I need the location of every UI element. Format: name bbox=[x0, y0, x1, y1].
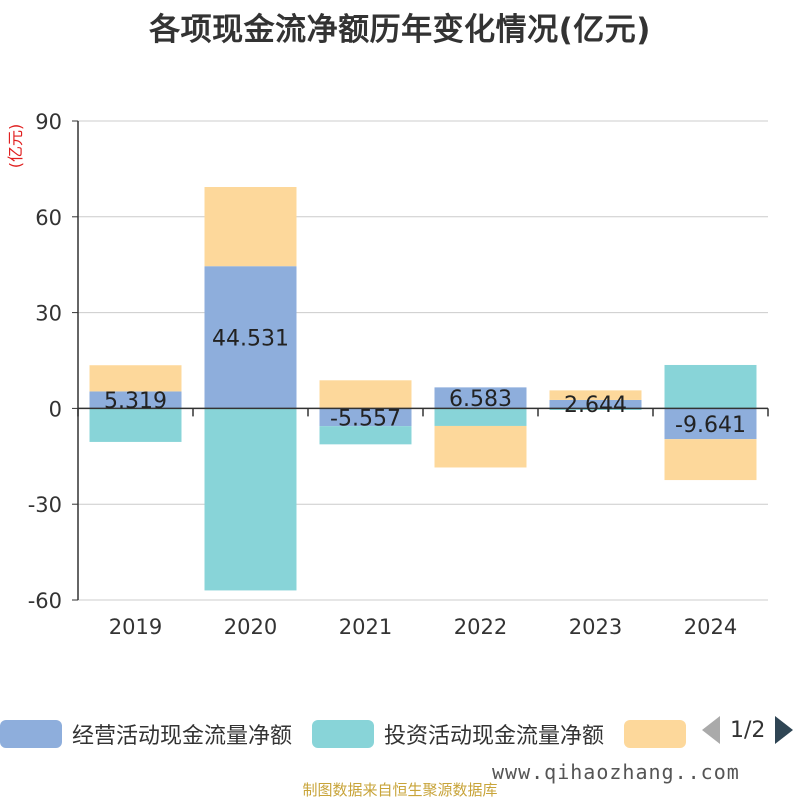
bar-2024-series-0 bbox=[664, 408, 757, 440]
chart-plot: 90 60 30 0 -30 -60 (亿元) 2019 2020 2021 2022 2023 202… bbox=[6, 110, 769, 639]
data-label-2020: 44.531 bbox=[212, 326, 289, 351]
legend: 经营活动现金流量净额 投资活动现金流量净额 bbox=[0, 714, 716, 754]
bar-2022-series-2 bbox=[434, 425, 527, 468]
data-source: 制图数据来自恒生聚源数据库 bbox=[302, 781, 498, 799]
x-tick-label: 2020 bbox=[224, 615, 277, 639]
bar-2023-series-1 bbox=[549, 408, 642, 410]
x-tick-label: 2023 bbox=[569, 615, 622, 639]
data-label-2024: -9.641 bbox=[675, 413, 746, 438]
y-tick-label: 90 bbox=[35, 110, 62, 134]
bar-2019-series-0 bbox=[89, 391, 182, 409]
data-label-2021: -5.557 bbox=[330, 406, 401, 431]
bar-2019-series-2 bbox=[89, 365, 182, 392]
data-label-2023: 2.644 bbox=[564, 393, 627, 418]
bar-2020-series-0 bbox=[204, 266, 297, 409]
grid-lines bbox=[78, 120, 768, 601]
data-label-2022: 6.583 bbox=[449, 387, 512, 412]
bars bbox=[89, 187, 757, 591]
legend-swatch-operating bbox=[0, 720, 62, 748]
bar-2022-series-1 bbox=[434, 408, 527, 426]
axes: 90 60 30 0 -30 -60 (亿元) 2019 2020 2021 2022 2023 202… bbox=[6, 110, 769, 639]
bar-2020-series-2 bbox=[204, 187, 297, 267]
bar-2023-series-0 bbox=[549, 399, 642, 409]
x-tick-label: 2021 bbox=[339, 615, 392, 639]
bar-2021-series-2 bbox=[319, 380, 412, 409]
y-tick-label: -60 bbox=[28, 589, 62, 613]
legend-label-investing: 投资活动现金流量净额 bbox=[384, 724, 605, 749]
data-label-2019: 5.319 bbox=[104, 389, 167, 414]
chart-title: 各项现金流净额历年变化情况(亿元) bbox=[149, 12, 651, 48]
x-tick-label: 2024 bbox=[684, 615, 737, 639]
y-tick-label: 0 bbox=[49, 397, 62, 421]
pager-prev-icon[interactable] bbox=[702, 716, 720, 744]
data-labels: 5.319 44.531 -5.557 6.583 2.644 -9.641 bbox=[104, 326, 746, 437]
legend-swatch-investing bbox=[312, 720, 375, 748]
pager-next-icon[interactable] bbox=[775, 716, 794, 744]
y-tick-label: 60 bbox=[35, 206, 62, 230]
watermark: www.qihaozhang..com bbox=[492, 760, 740, 784]
y-tick-label: -30 bbox=[28, 493, 62, 517]
x-tick-label: 2022 bbox=[454, 615, 507, 639]
pager-text: 1/2 bbox=[730, 717, 766, 743]
bar-2021-series-0 bbox=[319, 408, 412, 427]
bar-2019-series-1 bbox=[89, 408, 182, 442]
legend-item-investing[interactable]: 投资活动现金流量净额 bbox=[312, 718, 604, 750]
bar-2020-series-1 bbox=[204, 408, 297, 591]
y-axis-title: (亿元) bbox=[6, 124, 25, 169]
legend-label-operating: 经营活动现金流量净额 bbox=[72, 724, 293, 749]
legend-item-financing[interactable] bbox=[624, 720, 696, 748]
bar-2022-series-0 bbox=[434, 387, 527, 409]
bar-2021-series-1 bbox=[319, 426, 412, 445]
legend-item-operating[interactable]: 经营活动现金流量净额 bbox=[0, 718, 292, 750]
y-tick-label: 30 bbox=[35, 302, 62, 326]
bar-2024-series-1 bbox=[664, 364, 757, 409]
legend-pager: 1/2 bbox=[702, 716, 794, 744]
bar-2023-series-2 bbox=[549, 390, 642, 400]
legend-swatch-financing bbox=[624, 720, 687, 748]
bar-2024-series-2 bbox=[664, 439, 757, 481]
x-tick-label: 2019 bbox=[109, 615, 162, 639]
